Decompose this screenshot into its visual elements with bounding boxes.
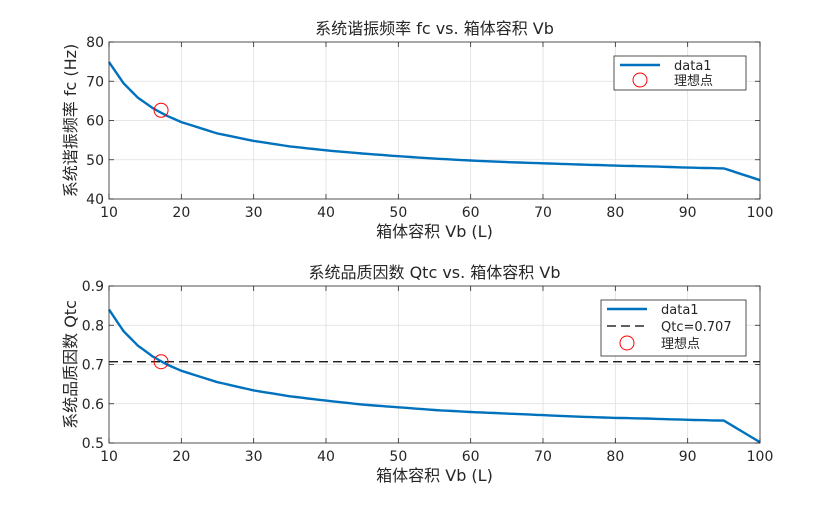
- y-axis-title: 系统谐振频率 fc (Hz): [61, 44, 80, 198]
- y-tick-label: 0.7: [82, 358, 104, 374]
- y-tick-label: 70: [86, 74, 104, 90]
- x-tick-label: 10: [100, 449, 118, 465]
- legend-label: 理想点: [674, 73, 713, 89]
- marker-ideal-point: [153, 102, 169, 118]
- series-line-data1: [108, 61, 761, 182]
- x-tick-label: 10: [100, 205, 118, 221]
- x-tick-label: 20: [172, 449, 190, 465]
- chart-title: 系统品质因数 Qtc vs. 箱体容积 Vb: [308, 263, 560, 282]
- x-tick-label: 90: [679, 449, 697, 465]
- y-tick-label: 0.9: [82, 279, 104, 295]
- x-tick-label: 30: [245, 449, 263, 465]
- y-tick-label: 0.5: [82, 436, 104, 452]
- x-tick-label: 80: [606, 449, 624, 465]
- x-tick-label: 30: [245, 205, 263, 221]
- y-tick-label: 50: [86, 153, 104, 169]
- x-tick-label: 50: [389, 205, 407, 221]
- x-tick-label: 60: [462, 205, 480, 221]
- x-tick-label: 70: [534, 205, 552, 221]
- legend-label: Qtc=0.707: [661, 320, 732, 335]
- legend-swatch-marker: [632, 72, 648, 88]
- y-tick-label: 80: [86, 35, 104, 51]
- chart-title: 系统谐振频率 fc vs. 箱体容积 Vb: [315, 19, 554, 38]
- x-tick-label: 90: [679, 205, 697, 221]
- x-axis-title: 箱体容积 Vb (L): [376, 466, 493, 485]
- y-axis-title: 系统品质因数 Qtc: [61, 300, 80, 429]
- legend-label: 理想点: [661, 336, 700, 352]
- x-tick-label: 60: [462, 449, 480, 465]
- y-tick-label: 0.8: [82, 318, 104, 334]
- x-tick-label: 70: [534, 449, 552, 465]
- y-tick-label: 40: [86, 192, 104, 208]
- legend-swatch-marker: [619, 335, 635, 351]
- x-tick-label: 40: [317, 449, 335, 465]
- series-line-data1: [108, 308, 761, 444]
- y-tick-label: 60: [86, 114, 104, 130]
- x-tick-label: 100: [747, 449, 774, 465]
- x-tick-label: 50: [389, 449, 407, 465]
- x-axis-title: 箱体容积 Vb (L): [376, 222, 493, 241]
- marker-ideal-point: [153, 354, 169, 370]
- chart-fc-vs-vb: 10 20 30 40 50 60 70 80 90 100 40 50 60 70 80 系统谐振频率 fc…: [61, 19, 773, 241]
- chart-qtc-vs-vb: 10 20 30 40 50 60 70 80 90 1000.50.60.70.80.9系统品质…: [61, 263, 773, 485]
- legend-label: data1: [674, 59, 712, 74]
- x-tick-label: 100: [747, 205, 774, 221]
- x-tick-label: 40: [317, 205, 335, 221]
- x-tick-label: 80: [606, 205, 624, 221]
- legend-box: [613, 55, 747, 91]
- y-tick-label: 0.6: [82, 397, 104, 413]
- x-tick-label: 20: [172, 205, 190, 221]
- legend-label: data1: [661, 303, 699, 318]
